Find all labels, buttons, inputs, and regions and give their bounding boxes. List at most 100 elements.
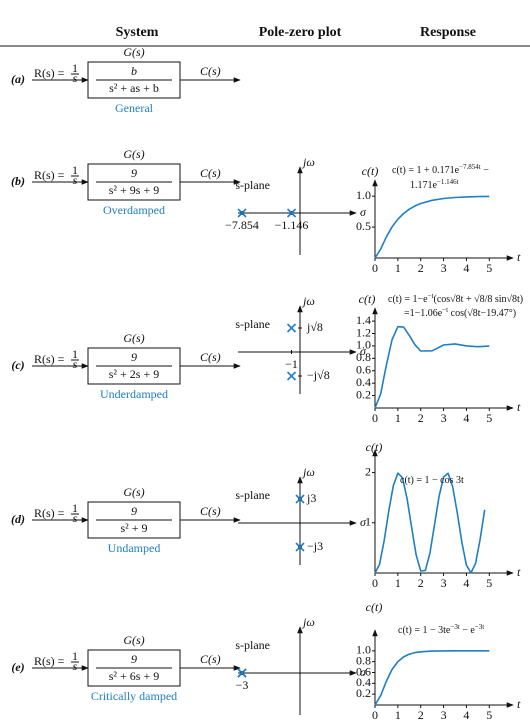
y-tick-label: 0.4 xyxy=(356,375,371,389)
y-tick-label: 0.6 xyxy=(356,664,371,678)
y-tick-label: 1.2 xyxy=(356,325,371,339)
y-tick-label: 0.4 xyxy=(356,675,371,689)
caption: Critically damped xyxy=(91,689,177,703)
block-title: G(s) xyxy=(123,331,144,345)
real-tick-label: −3 xyxy=(236,678,249,692)
imag-tick-label: −j3 xyxy=(307,539,323,553)
y-tick-label: 0.2 xyxy=(356,686,371,700)
tf-denominator: s² + 9 xyxy=(120,521,147,535)
pole xyxy=(286,323,297,333)
tf-numerator: 9 xyxy=(131,166,137,180)
y-tick-label: 0.6 xyxy=(356,363,371,377)
response-curve xyxy=(374,472,486,574)
plane-label: s-plane xyxy=(235,638,270,652)
x-tick-label: 5 xyxy=(486,261,492,275)
x-tick-label: 1 xyxy=(395,411,401,425)
imag-axis-label: jω xyxy=(301,155,315,169)
output-label: C(s) xyxy=(200,64,221,78)
y-tick-label: 1.0 xyxy=(356,338,371,352)
input-label: R(s) = xyxy=(34,352,65,366)
y-axis-label: c(t) xyxy=(366,600,383,614)
real-tick-label: −7.854 xyxy=(225,218,259,232)
x-tick-label: 3 xyxy=(441,708,447,722)
y-tick-label: 1.4 xyxy=(356,313,371,327)
y-tick-label: 0.5 xyxy=(356,219,371,233)
x-tick-label: 4 xyxy=(463,261,469,275)
tf-numerator: 9 xyxy=(131,652,137,666)
imag-axis-label: jω xyxy=(301,294,315,308)
pole xyxy=(237,668,247,678)
x-axis-label: t xyxy=(517,697,521,711)
x-tick-label: 0 xyxy=(372,411,378,425)
equation: c(t) = 1 − cos 3t xyxy=(400,475,464,486)
equation: c(t) = 1−e−t(cos√8t + √8/8 sin√8t) xyxy=(388,292,523,306)
imag-tick-label: −j√8 xyxy=(307,368,330,382)
equation-exponent: −1.146t xyxy=(437,178,459,186)
input-den: s xyxy=(73,511,78,525)
equation-exponent: −3t xyxy=(450,623,459,631)
equation-text: cos(√8t−19.47°) xyxy=(448,308,516,319)
x-tick-label: 1 xyxy=(395,576,401,590)
response-curve xyxy=(374,325,490,409)
pole xyxy=(286,371,297,381)
pole xyxy=(295,494,305,504)
input-num: 1 xyxy=(72,61,78,75)
x-tick-label: 4 xyxy=(463,576,469,590)
imag-axis-label: jω xyxy=(301,615,315,629)
caption: Undamped xyxy=(108,541,161,555)
pole xyxy=(237,208,247,218)
x-tick-label: 2 xyxy=(418,261,424,275)
x-tick-label: 2 xyxy=(418,576,424,590)
x-tick-label: 3 xyxy=(441,576,447,590)
equation: =1−1.06e−t cos(√8t−19.47°) xyxy=(404,306,516,320)
tf-denominator: s² + 2s + 9 xyxy=(109,367,159,381)
x-tick-label: 1 xyxy=(395,261,401,275)
x-tick-label: 3 xyxy=(441,261,447,275)
response-curve xyxy=(374,195,490,259)
plane-label: s-plane xyxy=(235,317,270,331)
input-den: s xyxy=(73,659,78,673)
tf-denominator: s² + 9s + 9 xyxy=(109,183,159,197)
x-tick-label: 2 xyxy=(418,411,424,425)
input-label: R(s) = xyxy=(34,66,65,80)
y-axis-label: c(t) xyxy=(362,164,379,178)
tf-denominator: s² + 6s + 9 xyxy=(109,669,159,683)
imag-tick-label: j3 xyxy=(306,491,316,505)
x-tick-label: 2 xyxy=(418,708,424,722)
real-tick-label: −1.146 xyxy=(275,218,309,232)
real-axis-label: σ xyxy=(360,205,367,219)
equation-exponent: −t xyxy=(442,306,448,314)
x-tick-label: 4 xyxy=(463,411,469,425)
equation-exponent: −7.854t xyxy=(459,163,481,171)
x-tick-label: 0 xyxy=(372,708,378,722)
equation: c(t) = 1 − 3te−3t − e−3t xyxy=(398,623,484,637)
block-title: G(s) xyxy=(123,485,144,499)
plane-label: s-plane xyxy=(235,178,270,192)
y-axis-label: c(t) xyxy=(359,292,376,306)
real-axis-label: σ xyxy=(360,665,367,679)
x-tick-label: 4 xyxy=(463,708,469,722)
equation-text: (cos√8t + √8/8 sin√8t) xyxy=(434,294,524,305)
equation-text: 1.171e xyxy=(410,180,438,191)
x-axis-label: t xyxy=(517,400,521,414)
equation-text: c(t) = 1 − cos 3t xyxy=(400,475,464,486)
output-label: C(s) xyxy=(200,652,221,666)
x-axis-label: t xyxy=(517,565,521,579)
imag-tick-label: j√8 xyxy=(306,320,323,334)
x-tick-label: 3 xyxy=(441,411,447,425)
equation-text: c(t) = 1 − 3te xyxy=(398,625,451,636)
y-axis-label: c(t) xyxy=(366,440,383,454)
equation: c(t) = 1 + 0.171e−7.854t − xyxy=(392,163,489,177)
column-header: Pole-zero plot xyxy=(259,25,342,40)
equation-text: − xyxy=(481,165,490,176)
equation-text: c(t) = 1 + 0.171e xyxy=(392,165,460,176)
pole xyxy=(295,542,305,552)
row-label: (e) xyxy=(11,660,24,674)
output-label: C(s) xyxy=(200,350,221,364)
x-tick-label: 1 xyxy=(395,708,401,722)
block-title: G(s) xyxy=(123,633,144,647)
plane-label: s-plane xyxy=(235,488,270,502)
column-header: Response xyxy=(420,25,476,40)
